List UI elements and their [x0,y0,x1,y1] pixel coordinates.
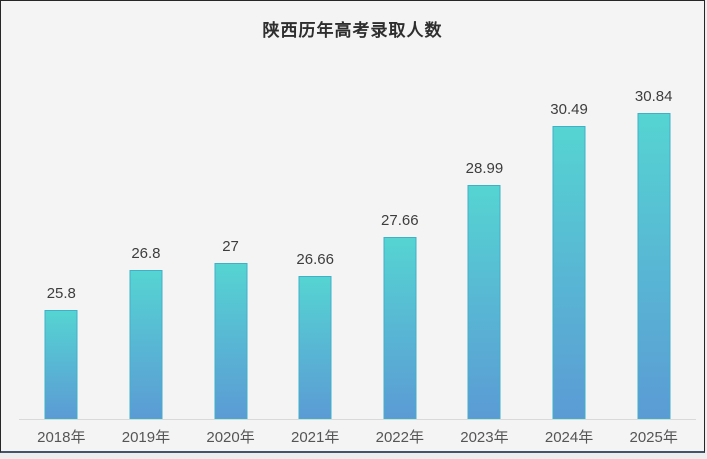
bar-value-label: 26.8 [131,245,161,263]
bar [467,184,501,419]
bar-value-label: 27 [222,237,239,255]
bar-value-label: 30.84 [634,87,673,105]
bar-column: 26.66 [273,28,358,419]
x-axis-label: 2019年 [121,429,171,446]
x-axis-label: 2018年 [37,429,86,446]
x-axis-label: 2024年 [544,429,594,446]
bar-column: 30.49 [527,28,612,419]
x-axis-label: 2022年 [375,429,424,446]
plot-area: 25.8 26.8 27 26.66 27.66 28.99 30.49 30.84 [19,28,696,420]
bar [298,275,332,419]
bar-column: 27 [188,28,273,419]
bar-value-label: 28.99 [465,159,504,177]
bar-column: 28.99 [442,28,527,419]
x-axis-label: 2025年 [629,429,678,446]
bar [44,309,78,419]
bar [637,112,671,419]
bar-value-label: 30.49 [550,101,588,119]
bar [129,270,163,419]
bar-column: 25.8 [19,28,104,419]
x-axis-label: 2020年 [206,429,255,446]
bar-value-label: 27.66 [381,211,419,229]
bar-column: 30.84 [611,28,696,419]
x-axis-label: 2021年 [291,429,340,446]
bar-value-label: 25.8 [46,284,76,302]
x-axis-label: 2023年 [460,429,509,446]
bar-column: 26.8 [104,28,189,419]
bar-column: 27.66 [358,28,443,419]
bar [383,236,417,419]
bar [214,262,248,419]
x-axis-labels: 2018年 2019年 2020年 2021年 2022年 2023年 2024年 2025年 [19,426,696,447]
bar-value-label: 26.66 [296,250,334,268]
bar [552,126,586,419]
chart-title: 陕西历年高考录取人数 [262,21,443,40]
